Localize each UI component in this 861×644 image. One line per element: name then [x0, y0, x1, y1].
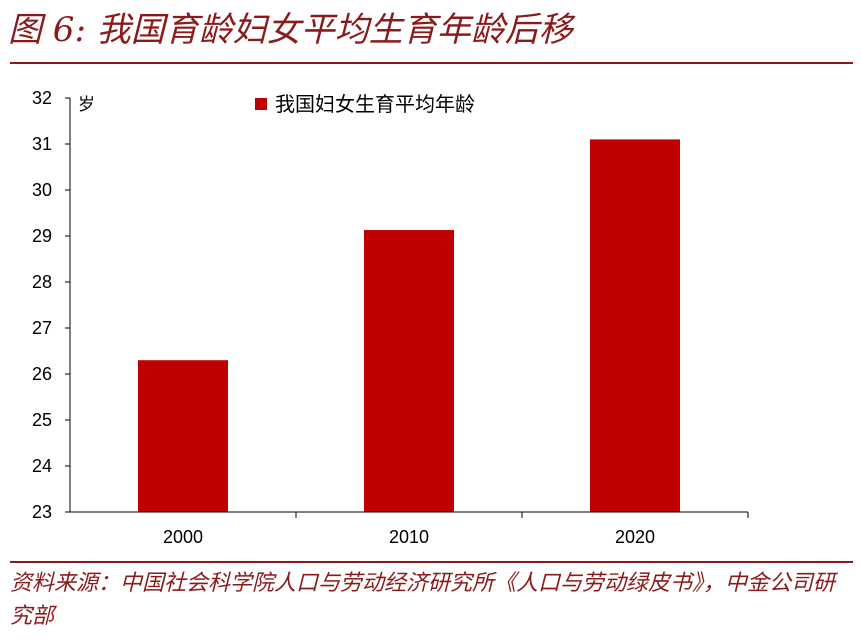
bar-chart: 23 24 25 26 27 28 29 30 31 32 2000 2010 2020 岁 我国妇女… [32, 88, 749, 547]
source-note: 资料来源：中国社会科学院人口与劳动经济研究所《人口与劳动绿皮书》，中金公司研究部 [10, 571, 836, 629]
source-divider [10, 561, 853, 563]
legend-label: 我国妇女生育平均年龄 [275, 92, 475, 116]
legend-swatch [255, 98, 267, 110]
axis-lines [65, 97, 749, 518]
y-tick-label: 27 [32, 318, 52, 338]
x-axis: 2000 2010 2020 [163, 527, 655, 547]
y-tick-label: 26 [32, 364, 52, 384]
x-tick-label: 2010 [389, 527, 429, 547]
y-tick-label: 23 [32, 502, 52, 522]
bar-2000 [138, 360, 228, 512]
bar-series [138, 139, 680, 512]
title-divider [10, 62, 853, 64]
y-tick-label: 32 [32, 88, 52, 108]
y-tick-label: 28 [32, 272, 52, 292]
y-axis-unit-label: 岁 [78, 95, 95, 115]
y-tick-label: 24 [32, 456, 52, 476]
x-tick-label: 2000 [163, 527, 203, 547]
y-axis: 23 24 25 26 27 28 29 30 31 32 [32, 88, 52, 522]
y-tick-label: 29 [32, 226, 52, 246]
y-tick-label: 30 [32, 180, 52, 200]
y-tick-label: 25 [32, 410, 52, 430]
y-tick-label: 31 [32, 134, 52, 154]
chart-title: 图 6: 我国育龄妇女平均生育年龄后移 [8, 10, 573, 50]
bar-2010 [364, 230, 454, 512]
bar-2020 [590, 139, 680, 512]
x-tick-label: 2020 [615, 527, 655, 547]
legend: 我国妇女生育平均年龄 [255, 92, 475, 116]
